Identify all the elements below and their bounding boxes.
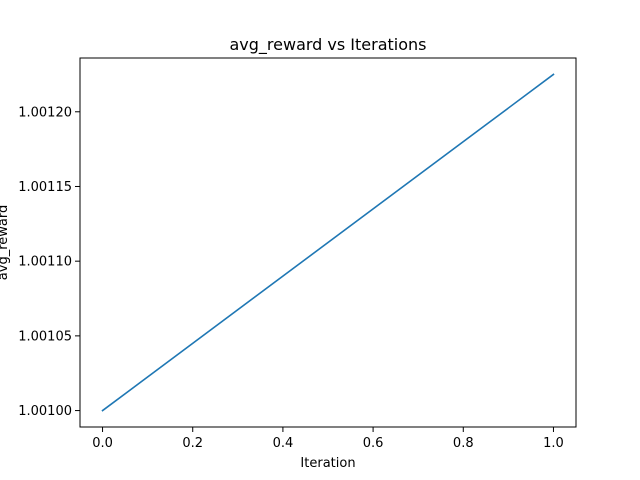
x-tick-label: 0.6 — [363, 436, 384, 451]
x-axis-ticks: 0.0 0.2 0.4 0.6 0.8 1.0 — [92, 427, 564, 451]
y-axis-label: avg_reward — [0, 205, 11, 280]
y-tick-label: 1.00100 — [18, 404, 72, 419]
series-layer — [101, 73, 555, 412]
y-tick-label: 1.00110 — [18, 255, 72, 270]
y-tick-label: 1.00115 — [18, 180, 72, 195]
axes-frame — [79, 57, 577, 428]
y-tick-label: 1.00105 — [18, 329, 72, 344]
y-tick-label: 1.00120 — [18, 105, 72, 120]
x-tick-label: 0.2 — [182, 436, 203, 451]
x-tick-label: 1.0 — [543, 436, 564, 451]
series-line-0 — [101, 73, 555, 412]
plot-area — [79, 57, 577, 428]
chart-title: avg_reward vs Iterations — [229, 35, 426, 55]
x-tick-label: 0.8 — [453, 436, 474, 451]
x-tick-label: 0.4 — [273, 436, 294, 451]
y-axis-ticks: 1.00100 1.00105 1.00110 1.00115 1.00120 — [18, 105, 80, 419]
x-tick-label: 0.0 — [92, 436, 113, 451]
x-axis-label: Iteration — [300, 456, 355, 471]
